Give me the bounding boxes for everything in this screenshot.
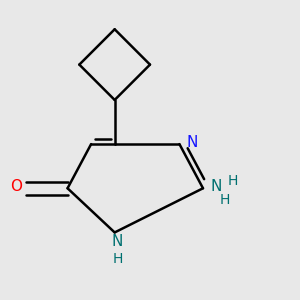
Text: H: H [220, 193, 230, 207]
Text: H: H [112, 252, 123, 266]
Text: N: N [187, 135, 198, 150]
Text: H: H [228, 174, 238, 188]
Text: N: N [112, 234, 123, 249]
Text: N: N [210, 179, 222, 194]
Text: O: O [10, 179, 22, 194]
